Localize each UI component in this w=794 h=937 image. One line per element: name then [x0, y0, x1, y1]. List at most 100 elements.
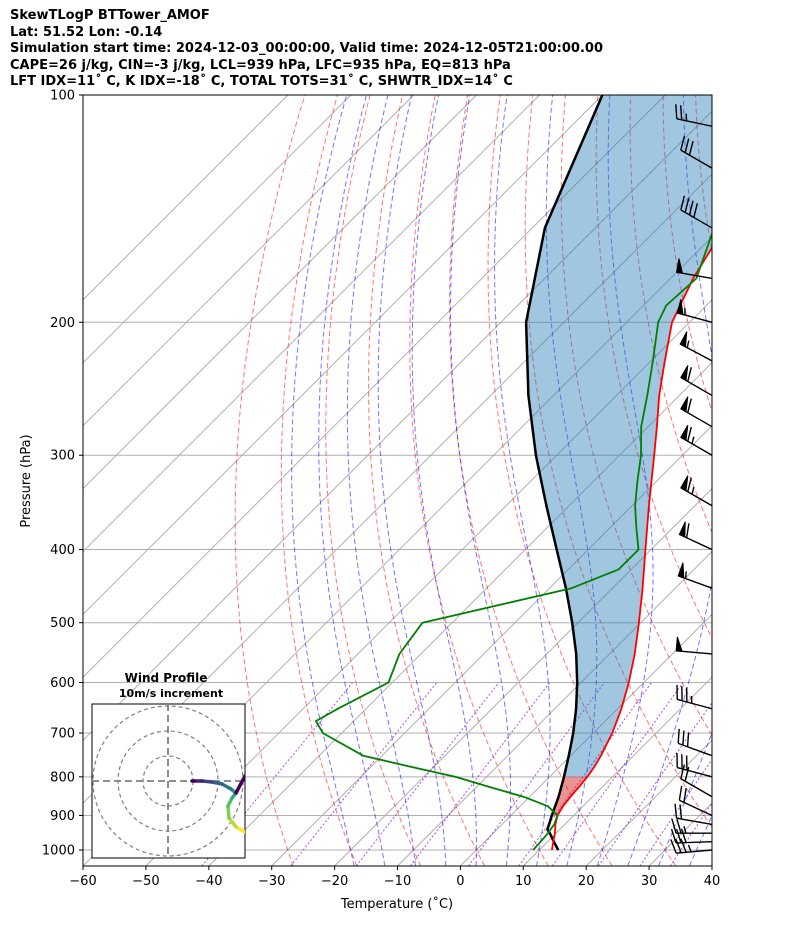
- wind-barb: [670, 828, 713, 844]
- moist-adiabat: [291, 95, 355, 866]
- y-tick-label: 100: [50, 89, 75, 104]
- isotherm: [145, 299, 712, 866]
- isotherm: [83, 95, 603, 616]
- x-tick-label: 10: [515, 874, 532, 889]
- wind-barbs: [670, 104, 713, 854]
- dry-adiabat: [280, 95, 358, 866]
- barb-half-flag: [685, 113, 688, 121]
- barb-half-flag: [686, 340, 690, 348]
- barb-staff: [675, 841, 713, 844]
- isotherm: [397, 550, 712, 866]
- dry-adiabat: [728, 95, 794, 866]
- barb-half-flag: [684, 571, 687, 579]
- barb-half-flag: [691, 487, 695, 495]
- background-lines: [83, 95, 794, 866]
- wind-barb: [678, 785, 713, 817]
- isotherm: [83, 95, 352, 364]
- barb-pennant: [676, 299, 684, 316]
- cape-fill: [526, 95, 712, 777]
- mixing-ratio-line: [290, 682, 438, 866]
- title-line-1: SkewTLogP BTTower_AMOF: [10, 8, 210, 23]
- dry-adiabat: [761, 95, 794, 866]
- barb-flag: [687, 367, 692, 382]
- dry-adiabat: [487, 95, 677, 866]
- barb-flag: [675, 104, 678, 119]
- isotherm: [83, 95, 289, 301]
- moist-adiabat: [450, 95, 511, 866]
- y-tick-label: 200: [50, 316, 75, 331]
- y-tick-label: 400: [50, 543, 75, 558]
- barb-flag: [693, 203, 699, 218]
- barb-flag: [670, 839, 677, 854]
- profile-lines: [314, 95, 712, 851]
- barb-flag: [680, 838, 687, 853]
- dry-adiabat: [409, 95, 549, 866]
- moist-adiabat: [545, 95, 598, 866]
- title-line-3: Simulation start time: 2024-12-03_00:00:…: [10, 41, 603, 57]
- title-line-2: Lat: 51.52 Lon: -0.14: [10, 24, 163, 40]
- x-tick-label: 20: [578, 874, 595, 889]
- isotherm: [83, 95, 666, 678]
- wind-barb: [671, 818, 712, 834]
- y-tick-label: 500: [50, 616, 75, 631]
- barb-flag: [675, 838, 682, 853]
- hodograph-inset: Wind Profile 10m/s increment: [91, 671, 246, 859]
- barb-pennant: [680, 396, 689, 413]
- hodograph-subtitle: 10m/s increment: [119, 687, 223, 700]
- barb-flag: [687, 398, 692, 413]
- barb-staff: [680, 778, 713, 798]
- y-tick-label: 1000: [42, 844, 75, 859]
- barb-flag: [686, 732, 690, 747]
- wind-barb: [680, 135, 713, 169]
- hodograph-segment: [227, 816, 238, 829]
- x-tick-label: −40: [195, 874, 222, 889]
- y-tick-label: 300: [50, 449, 75, 464]
- isotherm: [83, 95, 415, 427]
- dry-adiabat: [234, 95, 306, 866]
- wind-barb: [677, 562, 713, 589]
- barb-flag: [676, 818, 682, 834]
- barb-half-flag: [683, 825, 687, 834]
- mixing-ratio-line: [639, 758, 712, 866]
- barb-staff: [680, 149, 713, 169]
- barb-flag: [678, 785, 683, 801]
- moist-adiabat: [318, 95, 386, 866]
- barb-pennant: [680, 475, 689, 492]
- x-axis-label: Temperature (˚C): [340, 896, 453, 912]
- wind-barb: [675, 636, 713, 655]
- wind-barb: [680, 475, 713, 507]
- isotherm: [775, 95, 794, 866]
- wind-barb: [680, 764, 713, 798]
- wind-barb: [677, 728, 713, 757]
- barb-flag: [680, 195, 686, 211]
- title-line-4: CAPE=26 j/kg, CIN=-3 j/kg, LCL=939 hPa, …: [10, 57, 511, 73]
- isotherm: [334, 487, 712, 866]
- moist-adiabat: [720, 95, 794, 866]
- wind-barb: [674, 803, 713, 826]
- barb-staff: [677, 698, 713, 710]
- isotherm: [460, 613, 712, 866]
- barb-staff: [680, 209, 713, 229]
- dry-adiabat: [560, 95, 712, 737]
- dewpoint-profile-line: [314, 231, 712, 851]
- isotherm: [208, 362, 712, 866]
- barb-flag: [679, 804, 683, 820]
- y-tick-label: 700: [50, 727, 75, 742]
- moist-adiabat: [596, 95, 654, 866]
- barb-flag: [688, 200, 694, 216]
- dry-adiabat: [662, 95, 712, 413]
- x-tick-label: −10: [384, 874, 411, 889]
- wind-barb: [679, 331, 713, 362]
- x-tick-label: −20: [321, 874, 348, 889]
- barb-half-flag: [691, 436, 695, 444]
- barb-staff: [676, 849, 713, 854]
- chart-title-block: SkewTLogP BTTower_AMOF Lat: 51.52 Lon: -…: [10, 8, 603, 91]
- barb-flag: [670, 828, 677, 844]
- barb-flag: [674, 803, 678, 819]
- wind-barb: [680, 365, 713, 397]
- barb-flag: [680, 764, 686, 779]
- wind-barb: [680, 396, 713, 428]
- barb-flag: [677, 728, 680, 744]
- x-tick-label: 40: [704, 874, 721, 889]
- isotherm: [83, 95, 540, 553]
